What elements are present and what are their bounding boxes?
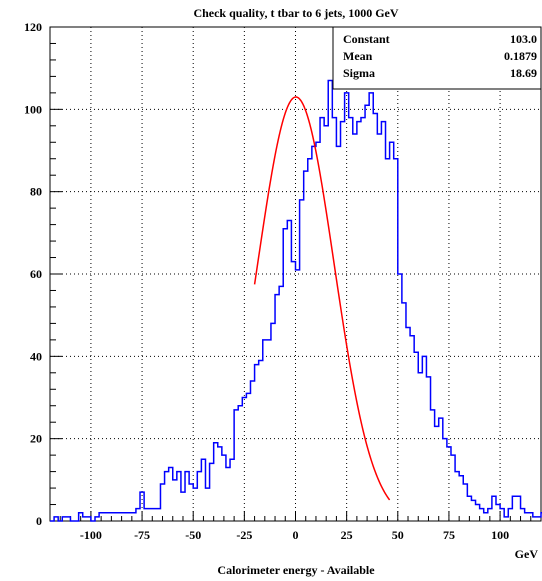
- stat-label: Mean: [343, 49, 373, 63]
- plot-frame: [49, 26, 542, 522]
- histogram-series: [50, 79, 542, 522]
- y-tick-labels: 0 20 40 60 80 100 120: [24, 20, 42, 528]
- x-tick-label: 75: [443, 528, 455, 542]
- grid-lines: [50, 27, 541, 521]
- stat-value: 0.1879: [504, 49, 537, 63]
- stat-value: 18.69: [510, 66, 537, 80]
- stat-label: Sigma: [343, 66, 375, 80]
- y-tick-label: 40: [30, 349, 42, 363]
- axis-ticks: [49, 26, 542, 522]
- y-tick-label: 80: [30, 185, 42, 199]
- stat-value: 103.0: [510, 32, 537, 46]
- chart-title: Check quality, t tbar to 6 jets, 1000 Ge…: [193, 6, 398, 20]
- x-tick-label: -25: [236, 528, 252, 542]
- y-tick-label: 20: [30, 432, 42, 446]
- y-tick-label: 0: [36, 514, 42, 528]
- gaussian-fit-curve: [253, 96, 391, 501]
- x-axis-label: Calorimeter energy - Available: [217, 563, 375, 577]
- stat-label: Constant: [343, 32, 390, 46]
- x-tick-label: -75: [134, 528, 150, 542]
- y-tick-label: 60: [30, 267, 42, 281]
- stats-box-frame: [332, 26, 542, 90]
- x-tick-labels: -100 -75 -50 -25 0 25 50 75 100: [80, 528, 509, 542]
- x-axis-unit: GeV: [515, 547, 539, 561]
- x-tick-label: 50: [392, 528, 404, 542]
- y-tick-label: 120: [24, 20, 42, 34]
- stats-box: Constant 103.0 Mean 0.1879 Sigma 18.69: [332, 26, 542, 90]
- x-tick-label: 0: [293, 528, 299, 542]
- x-tick-label: -100: [80, 528, 102, 542]
- x-tick-label: -50: [185, 528, 201, 542]
- x-tick-label: 25: [341, 528, 353, 542]
- y-tick-label: 100: [24, 102, 42, 116]
- x-tick-label: 100: [491, 528, 509, 542]
